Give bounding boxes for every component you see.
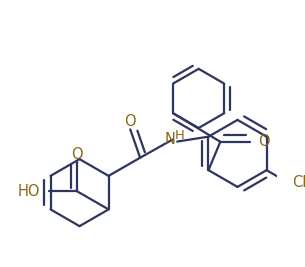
Text: Cl: Cl	[292, 175, 305, 190]
Text: N: N	[165, 132, 176, 147]
Text: O: O	[71, 147, 83, 162]
Text: H: H	[174, 129, 184, 142]
Text: O: O	[258, 134, 269, 149]
Text: O: O	[124, 114, 135, 129]
Text: HO: HO	[17, 184, 40, 199]
